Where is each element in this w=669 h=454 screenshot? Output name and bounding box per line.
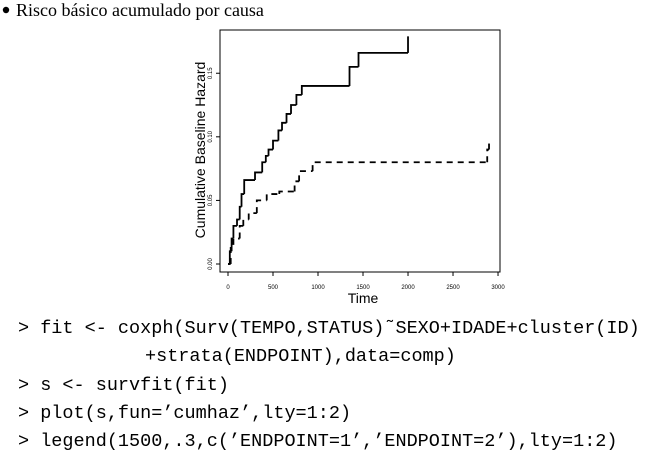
step-segment	[293, 180, 300, 192]
step-segment	[290, 104, 297, 114]
step-segment	[357, 51, 409, 67]
step-segment	[232, 224, 238, 239]
x-tick-label: 2500	[446, 285, 460, 291]
y-tick-label: 0.00	[208, 257, 214, 269]
step-segment	[267, 148, 274, 156]
step-segment	[264, 154, 269, 163]
x-tick-label: 3000	[491, 285, 505, 291]
code-line: +strata(ENDPOINT),data=comp)	[145, 346, 456, 367]
step-segment	[240, 193, 245, 207]
step-segment	[255, 199, 267, 214]
step-segment	[243, 179, 256, 195]
x-tick-label: 0	[226, 285, 230, 291]
step-segment	[254, 171, 263, 181]
x-tick-label: 1000	[311, 285, 325, 291]
plot-frame	[219, 29, 501, 273]
step-segment	[281, 121, 287, 131]
x-tick-label: 500	[268, 285, 279, 291]
code-line: > s <- survfit(fit)	[18, 375, 229, 396]
step-segment	[238, 224, 244, 239]
step-segment	[238, 205, 242, 220]
step-segment	[311, 161, 488, 172]
step-segment	[261, 161, 266, 173]
y-tick-label: 0.15	[208, 67, 214, 79]
step-segment	[300, 85, 350, 95]
step-segment	[348, 65, 359, 86]
step-segment	[486, 148, 490, 163]
step-segment	[236, 218, 240, 226]
step-segment	[278, 190, 295, 195]
x-tick-label: 2000	[401, 285, 415, 291]
bullet	[2, 6, 10, 14]
step-segment	[242, 218, 249, 226]
y-tick-label: 0.10	[208, 130, 214, 142]
code-line: > plot(s,fun=’cumhaz’,lty=1:2)	[18, 403, 351, 424]
step-segment	[285, 113, 292, 123]
y-tick-label: 0.05	[208, 194, 214, 206]
heading: Risco básico acumulado por causa	[16, 0, 264, 20]
step-segment	[298, 170, 313, 182]
y-axis-label: Cumulative Baseline Hazard	[192, 62, 208, 239]
step-segment	[265, 193, 280, 201]
code-line: > fit <- coxph(Surv(TEMPO,STATUS)˜SEXO+I…	[18, 318, 640, 339]
step-segment	[272, 139, 279, 150]
x-tick-label: 1500	[356, 285, 370, 291]
step-segment	[277, 129, 283, 141]
step-segment	[295, 93, 302, 106]
step-segment	[232, 237, 240, 245]
step-segment	[247, 212, 257, 220]
code-line: > legend(1500,.3,c(’ENDPOINT=1’,’ENDPOIN…	[18, 431, 618, 452]
x-axis-label: Time	[348, 290, 379, 306]
